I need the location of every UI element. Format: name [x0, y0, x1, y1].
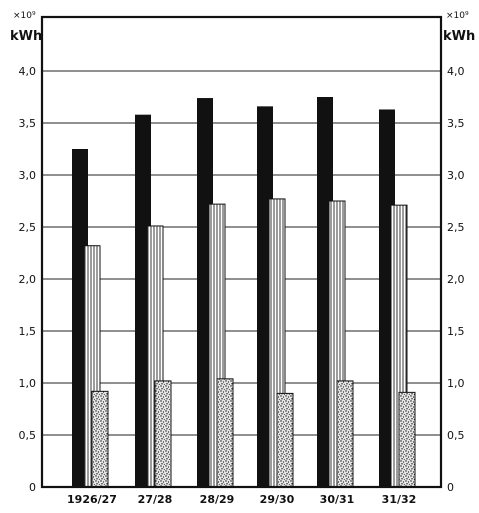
- y-tick-label-left: 3,5: [19, 117, 37, 130]
- y-tick-labels: 0 0 0,5 0,5 1,0 1,0 1,5 1,5 2,0 2,0 2,5 2,5 3,0 3,0 3,…: [19, 65, 465, 494]
- y-tick-label-right: 1,5: [447, 325, 465, 338]
- bar-stippled: [216, 378, 234, 488]
- bars: [72, 97, 416, 488]
- y-tick-label-right: 2,5: [447, 221, 465, 234]
- y-tick-label-right: 0,5: [447, 429, 465, 442]
- bar-stippled: [276, 392, 294, 488]
- x-category-label: 30/31: [320, 493, 355, 506]
- y-tick-label-right: 2,0: [447, 273, 465, 286]
- y-axis-unit-left: ×10⁹ kWh: [10, 11, 42, 44]
- y-tick-label-right: 0: [447, 481, 454, 494]
- unit-label-left: kWh: [10, 29, 42, 44]
- y-tick-label-left: 1,5: [19, 325, 37, 338]
- bar-stippled: [91, 390, 109, 488]
- x-category-label: 29/30: [260, 493, 295, 506]
- plot-frame: [40, 15, 443, 489]
- y-tick-label-right: 4,0: [447, 65, 465, 78]
- bar-stippled: [398, 391, 416, 488]
- gridlines: [42, 70, 441, 436]
- y-axis-unit-right: ×10⁹ kWh: [443, 11, 475, 44]
- y-tick-label-left: 1,0: [19, 377, 37, 390]
- unit-label-right: kWh: [443, 29, 475, 44]
- unit-exponent-right: ×10⁹: [446, 11, 469, 21]
- y-tick-label-left: 0: [29, 481, 36, 494]
- y-tick-label-left: 2,5: [19, 221, 37, 234]
- unit-exponent-left: ×10⁹: [13, 11, 36, 21]
- x-category-label: 28/29: [200, 493, 235, 506]
- y-tick-label-right: 3,5: [447, 117, 465, 130]
- bar-stippled: [154, 380, 172, 488]
- x-category-labels: 1926/27 27/28 28/29 29/30 30/31 31/32: [67, 493, 416, 506]
- y-tick-label-right: 3,0: [447, 169, 465, 182]
- bar-stippled: [336, 380, 354, 488]
- x-category-label: 1926/27: [67, 493, 117, 506]
- y-tick-label-left: 3,0: [19, 169, 37, 182]
- y-tick-label-left: 0,5: [19, 429, 37, 442]
- x-category-label: 27/28: [138, 493, 173, 506]
- y-tick-label-left: 4,0: [19, 65, 37, 78]
- y-tick-label-left: 2,0: [19, 273, 37, 286]
- x-category-label: 31/32: [382, 493, 417, 506]
- y-tick-label-right: 1,0: [447, 377, 465, 390]
